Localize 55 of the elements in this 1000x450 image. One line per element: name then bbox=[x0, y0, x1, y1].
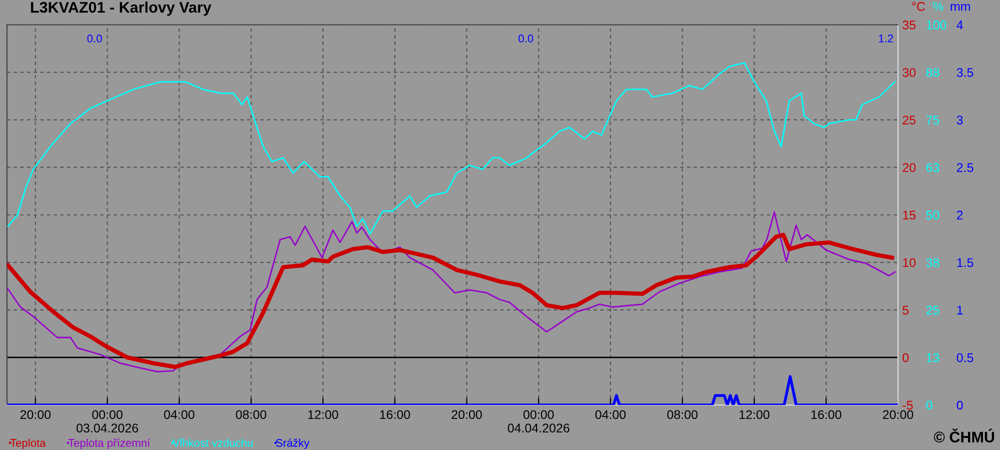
x-tick-label: 12:00 bbox=[308, 410, 338, 420]
y3-tick-label: 4 bbox=[956, 20, 963, 30]
y-tick-label: -5 bbox=[902, 400, 913, 410]
text: © ČHMÚ bbox=[934, 428, 994, 442]
y2-axis-title: % bbox=[932, 2, 944, 11]
x-tick-label: 00:00 04.04.2026 bbox=[508, 410, 570, 433]
y-tick-label: 15 bbox=[903, 210, 916, 220]
x-tick-label: 16:00 bbox=[380, 410, 410, 420]
y-axis-title: °C bbox=[912, 2, 926, 11]
y3-axis-title: mm bbox=[950, 4, 970, 11]
y2-tick-label: 0 bbox=[926, 400, 932, 410]
y-tick-label: 35 bbox=[902, 20, 916, 30]
y2-tick-label: 13 bbox=[926, 353, 940, 362]
x-tick-label: 08:00 bbox=[667, 410, 698, 420]
x-tick-label: 16:00 bbox=[811, 410, 842, 420]
x-tick-label: 20:00 bbox=[20, 410, 51, 420]
x-tick-label: 00:00 03.04.2026 bbox=[76, 410, 138, 433]
y2-tick-label: 25 bbox=[926, 306, 940, 315]
y3-tick-label: 0.5 bbox=[956, 353, 974, 362]
annotation: 1.2 bbox=[878, 34, 893, 42]
legend-label: Teplota přízemní bbox=[68, 438, 150, 449]
annotation: 0.0 bbox=[87, 34, 102, 42]
y-tick-label: 0 bbox=[902, 353, 909, 362]
y-tick-label: 20 bbox=[902, 163, 916, 172]
x-tick-label: 20:00 bbox=[882, 410, 914, 420]
y3-tick-label: 2.5 bbox=[956, 163, 974, 172]
y2-tick-label: 75 bbox=[926, 116, 940, 124]
line-series bbox=[7, 62, 896, 235]
y-tick-label: 10 bbox=[903, 258, 916, 268]
line-series bbox=[7, 232, 894, 370]
legend-label: Srážky bbox=[276, 438, 310, 449]
annotation: 0.0 bbox=[518, 34, 534, 42]
y-tick-label: 5 bbox=[902, 306, 909, 315]
y-tick-label: 30 bbox=[902, 68, 916, 77]
y2-tick-label: 63 bbox=[926, 163, 940, 172]
y2-tick-label: 38 bbox=[926, 258, 940, 268]
y2-tick-label: 100 bbox=[926, 20, 946, 30]
x-tick-label: 12:00 bbox=[740, 410, 770, 420]
y3-tick-label: 1 bbox=[957, 306, 963, 314]
y3-tick-label: 3 bbox=[956, 116, 963, 124]
y3-tick-label: 3.5 bbox=[956, 68, 974, 77]
y3-tick-label: 2 bbox=[956, 210, 963, 220]
x-tick-label: 08:00 bbox=[236, 410, 266, 420]
line-series bbox=[7, 211, 896, 372]
x-tick-label: 04:00 bbox=[595, 410, 626, 420]
legend-label: Vlhkost vzduchu bbox=[172, 438, 253, 447]
y3-tick-label: 1.5 bbox=[957, 258, 974, 268]
y2-tick-label: 88 bbox=[926, 68, 940, 77]
legend-label: Teplota bbox=[10, 438, 46, 449]
x-tick-label: 20:00 bbox=[452, 410, 482, 420]
x-tick-label: 04:00 bbox=[164, 410, 194, 420]
y-tick-label: 25 bbox=[902, 116, 916, 124]
chart-title: L3KVAZ01 - Karlovy Vary bbox=[31, 2, 212, 16]
y3-tick-label: 0 bbox=[956, 400, 963, 410]
y2-tick-label: 50 bbox=[926, 210, 940, 220]
